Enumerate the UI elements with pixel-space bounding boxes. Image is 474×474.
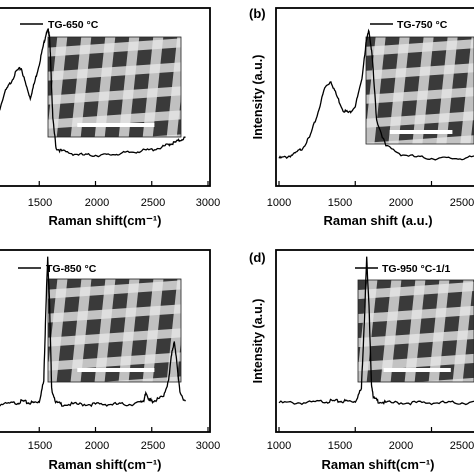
series-line-a — [0, 28, 186, 158]
inset-fibre-horizontal-c — [48, 280, 181, 299]
inset-border-a — [47, 36, 182, 138]
inset-fibre-vertical-c — [214, 274, 236, 387]
inset-border-b — [365, 36, 474, 145]
panel-b: (b) Intensity (a.u.) TG-750 °C 1000 1500… — [249, 6, 474, 228]
inset-fibre-horizontal-b — [361, 159, 474, 176]
sem-inset-b — [361, 36, 474, 176]
scale-bar-d — [383, 368, 451, 372]
tick-label-b-2: 1500 — [328, 197, 352, 209]
inset-fibre-horizontal-a — [48, 62, 181, 81]
inset-fibre-horizontal-c — [48, 376, 181, 382]
inset-fibre-horizontal-b — [366, 110, 474, 129]
panel-label-b: (b) — [249, 6, 266, 21]
tick-label-c-2: 2000 — [85, 440, 109, 452]
plot-frame-a — [0, 7, 211, 187]
inset-fibre-horizontal-b — [366, 134, 474, 144]
inset-fibre-horizontal-d — [353, 402, 474, 420]
inset-fibre-horizontal-c — [48, 304, 181, 323]
x-axis-label-a: Raman shift(cm⁻¹) — [48, 213, 161, 228]
inset-fibre-vertical-c — [22, 274, 44, 387]
tick-label-a-2: 2000 — [85, 197, 109, 209]
x-ticks-d — [278, 427, 433, 432]
inset-fibre-horizontal-b — [366, 38, 474, 57]
sem-inset-a — [43, 32, 235, 177]
curve-a — [0, 28, 186, 158]
inset-fibre-vertical-a — [190, 32, 211, 142]
tick-label-d-2: 1500 — [328, 440, 352, 452]
inset-fibre-vertical-c — [70, 279, 92, 382]
x-axis-label-c: Raman shift(cm⁻¹) — [48, 457, 161, 472]
inset-fibre-vertical-d — [380, 280, 402, 382]
inset-fibre-vertical-a — [48, 37, 68, 137]
tick-label-c-4: 3000 — [196, 440, 220, 452]
scale-bar-b — [389, 130, 453, 134]
tick-label-d-3: 2000 — [389, 440, 413, 452]
x-ticks-a — [38, 181, 209, 186]
x-axis-label-b: Raman shift (a.u.) — [323, 213, 432, 228]
tick-label-a-4: 3000 — [196, 197, 220, 209]
panel-label-d: (d) — [249, 250, 266, 265]
curve-c — [0, 256, 187, 408]
series-line-c — [0, 256, 187, 408]
panel-a: TG-650 °C 1500 2000 2500 3000 Raman shif… — [0, 7, 235, 228]
inset-fibre-vertical-d — [358, 280, 378, 382]
inset-fibre-horizontal-c — [48, 328, 181, 347]
inset-fibre-horizontal-a — [43, 158, 186, 177]
plot-frame-b — [275, 7, 474, 187]
inset-fibre-vertical-d — [332, 275, 354, 387]
tick-label-b-4: 2500 — [450, 197, 474, 209]
inset-fibre-vertical-a — [94, 37, 116, 137]
inset-fibre-horizontal-c — [48, 352, 181, 371]
inset-fibre-grid-a — [43, 32, 235, 177]
tick-label-a-1: 1500 — [28, 197, 52, 209]
inset-fibre-horizontal-d — [358, 329, 474, 348]
tick-label-c-1: 1500 — [28, 440, 52, 452]
y-axis-label-b: Intensity (a.u.) — [251, 55, 265, 140]
legend-label-b: TG-750 °C — [397, 19, 448, 31]
plot-frame-c — [0, 249, 211, 433]
scale-bar-c — [77, 368, 155, 372]
x-ticks-c — [38, 427, 209, 432]
inset-border-d — [357, 279, 474, 383]
inset-fibre-horizontal-d — [358, 353, 474, 372]
tick-label-c-3: 2500 — [141, 440, 165, 452]
legend-label-a: TG-650 °C — [48, 19, 99, 31]
inset-fibre-horizontal-b — [366, 86, 474, 105]
legend-label-c: TG-850 °C — [46, 263, 97, 275]
scale-bar-a — [77, 123, 155, 127]
inset-fibre-vertical-a — [70, 37, 92, 137]
inset-fibre-vertical-c — [190, 274, 212, 387]
legend-label-d: TG-950 °C-1/1 — [382, 263, 451, 275]
plot-frame-d — [275, 249, 474, 433]
inset-fibre-horizontal-d — [358, 281, 474, 300]
inset-fibre-grid-d — [332, 275, 474, 420]
x-ticks-b — [278, 181, 433, 186]
tick-label-d-1: 1000 — [267, 440, 291, 452]
sem-inset-d — [332, 275, 474, 420]
inset-fibre-horizontal-d — [358, 305, 474, 324]
inset-fibre-horizontal-a — [48, 38, 181, 57]
panel-d: (d) Intensity (a.u.) TG-950 °C-1/1 1000 … — [249, 249, 474, 472]
inset-fibre-horizontal-a — [48, 86, 181, 105]
inset-fibre-horizontal-b — [366, 62, 474, 81]
series-line-b — [278, 28, 474, 161]
tick-label-b-1: 1000 — [267, 197, 291, 209]
y-axis-label-d: Intensity (a.u.) — [251, 299, 265, 384]
series-line-d — [278, 256, 474, 406]
panel-c: TG-850 °C 1500 2000 2500 3000 Raman shif… — [0, 249, 236, 472]
x-axis-label-d: Raman shift(cm⁻¹) — [321, 457, 434, 472]
inset-fibre-grid-c — [22, 274, 236, 387]
sem-inset-c — [22, 274, 236, 387]
tick-label-a-3: 2500 — [141, 197, 165, 209]
inset-fibre-vertical-a — [214, 32, 235, 142]
inset-border-c — [47, 278, 182, 383]
tick-label-d-4: 2500 — [450, 440, 474, 452]
curve-b — [278, 28, 474, 161]
curve-d — [278, 256, 474, 406]
tick-label-b-3: 2000 — [389, 197, 413, 209]
